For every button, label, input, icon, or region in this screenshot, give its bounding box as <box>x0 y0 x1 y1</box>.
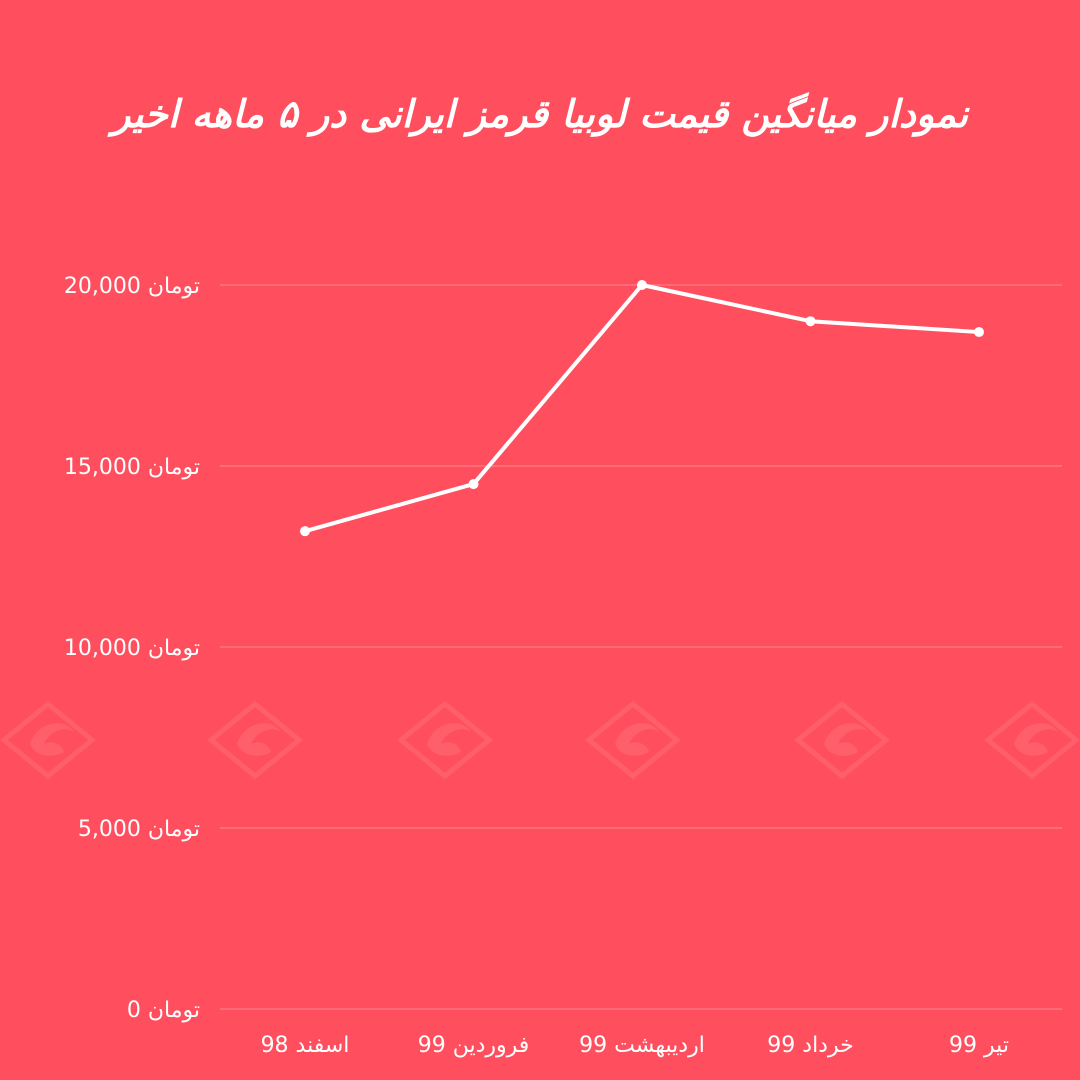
y-tick-label: 0 تومان <box>127 998 200 1023</box>
watermark-logo-icon <box>207 700 303 780</box>
y-tick-label: 5,000 تومان <box>78 817 200 842</box>
x-tick-label: اسفند 98 <box>261 1033 350 1058</box>
x-tick-label: تیر 99 <box>949 1033 1009 1058</box>
x-tick-label: خرداد 99 <box>767 1033 853 1058</box>
data-point <box>637 280 647 290</box>
y-tick-label: 10,000 تومان <box>64 636 200 661</box>
y-tick-label: 15,000 تومان <box>64 455 200 480</box>
watermark-logo-icon <box>794 700 890 780</box>
y-tick-label: 20,000 تومان <box>64 274 200 299</box>
data-point <box>468 479 479 490</box>
watermark-logo-icon <box>0 700 96 780</box>
watermark-logo-icon <box>984 700 1080 780</box>
x-tick-label: اردیبهشت 99 <box>579 1033 705 1058</box>
data-point <box>974 327 984 338</box>
chart-title: نمودار میانگین قیمت لوبیا قرمز ایرانی در… <box>111 92 969 136</box>
data-point <box>300 526 310 537</box>
x-tick-label: فروردین 99 <box>418 1033 530 1058</box>
series-line <box>303 283 981 534</box>
watermark-logo-icon <box>397 700 493 780</box>
watermark-logo-icon <box>585 700 681 780</box>
data-point <box>805 316 816 327</box>
